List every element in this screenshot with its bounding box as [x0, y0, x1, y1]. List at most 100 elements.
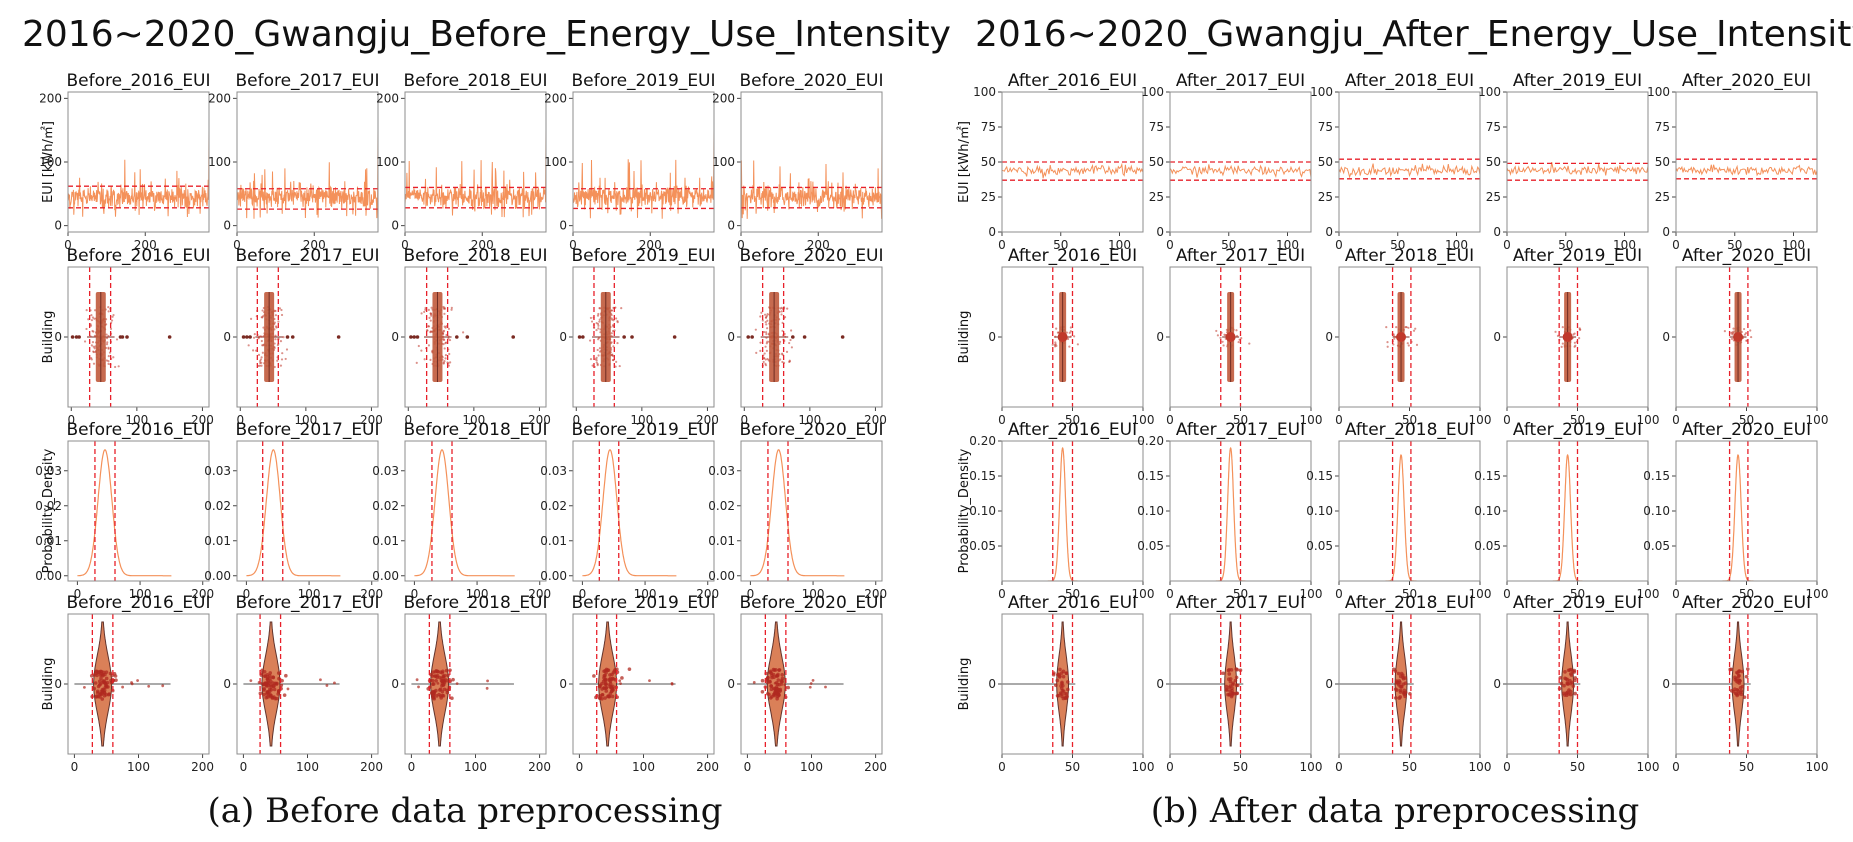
box-jitter-point	[251, 349, 255, 352]
x-tick-label: 50	[1065, 587, 1080, 601]
y-tick-label: 100	[544, 155, 567, 169]
x-tick-label: 0	[572, 413, 580, 427]
box-jitter-point	[429, 358, 432, 361]
after-line-2016-title: After_2016_EUI	[1008, 71, 1137, 91]
before-kde-2018-frame	[404, 440, 547, 582]
before-box-2016-title: Before_2016_EUI	[66, 246, 210, 266]
violin-outlier-point	[444, 677, 447, 681]
x-tick-label: 100	[802, 587, 825, 601]
box-jitter-point	[1405, 325, 1408, 329]
violin-point	[1733, 691, 1738, 696]
box-jitter-point	[1731, 331, 1734, 334]
violin-point	[97, 679, 102, 684]
x-tick-label: 200	[191, 587, 214, 601]
box-jitter-point	[754, 328, 757, 331]
y-tick-label: 0	[1325, 330, 1333, 344]
y-tick-label: 0.20	[969, 434, 996, 448]
after-row2-ylabel: Building	[957, 311, 972, 364]
x-tick-label: 200	[807, 238, 830, 252]
box-jitter-point	[90, 344, 93, 347]
y-tick-label: 100	[1310, 85, 1333, 99]
violin-point	[1737, 669, 1742, 673]
before-kde-curve-2019	[582, 449, 677, 577]
box-jitter-point	[597, 354, 600, 357]
after-box-2018-panel: After_2018_EUI 0 50 100 0	[1325, 246, 1491, 427]
x-tick-label: 100	[1637, 760, 1660, 774]
violin-point	[610, 694, 615, 699]
x-tick-label: 50	[1570, 760, 1585, 774]
left-figure-title: 2016~2020_Gwangju_Before_Energy_Use_Inte…	[22, 14, 951, 55]
y-tick-label: 0	[1156, 225, 1164, 239]
plot-area	[1554, 267, 1582, 407]
y-tick-label: 100	[712, 155, 735, 169]
x-tick-label: 0	[1503, 760, 1511, 774]
y-tick-label: 0.15	[1137, 469, 1164, 483]
x-tick-label: 0	[1672, 413, 1680, 427]
violin-point	[93, 681, 98, 685]
after-violin-2020-panel: After_2020_EUI 0 50 100 0	[1662, 593, 1828, 774]
y-tick-label: 0.05	[969, 539, 996, 553]
violin-point	[1059, 671, 1064, 675]
before-kde-curve-2020	[750, 449, 845, 577]
x-tick-label: 50	[1402, 587, 1417, 601]
x-tick-label: 200	[864, 413, 887, 427]
box-jitter-point	[1743, 327, 1746, 331]
violin-point	[1224, 684, 1229, 689]
violin-point	[276, 671, 281, 675]
violin-point	[1401, 682, 1406, 686]
before-kde-2017-frame	[236, 440, 379, 582]
violin-point	[1740, 669, 1745, 674]
after-kde-curve-2018	[1385, 453, 1417, 581]
violin-point	[1231, 681, 1235, 685]
x-tick-label: 100	[632, 760, 655, 774]
x-tick-label: 0	[1166, 587, 1174, 601]
plot-area	[582, 441, 677, 581]
box-jitter-point	[1056, 331, 1060, 334]
y-tick-label: 0.15	[969, 469, 996, 483]
box-jitter-point	[105, 333, 108, 336]
y-tick-label: 0.03	[204, 464, 231, 478]
violin-point	[1398, 695, 1403, 699]
after-box-2019-title: After_2019_EUI	[1513, 246, 1642, 266]
box-jitter-point	[274, 334, 277, 337]
violin-point	[264, 695, 269, 700]
box-jitter-point	[280, 313, 284, 317]
x-tick-label: 100	[1782, 238, 1805, 252]
violin-point	[435, 675, 439, 680]
y-tick-label: 0	[223, 330, 231, 344]
y-tick-label: 50	[1149, 155, 1164, 169]
x-tick-label: 100	[1108, 238, 1131, 252]
violin-point	[274, 696, 279, 701]
violin-point	[775, 682, 780, 687]
box-jitter-point	[1054, 335, 1057, 338]
box-jitter-point	[595, 328, 598, 332]
violin-point	[440, 676, 444, 681]
box-jitter-point	[111, 315, 114, 318]
before-row4-ylabel: Building	[41, 658, 56, 711]
y-tick-label: 0	[1662, 677, 1670, 691]
after-eui-series-2017	[1170, 164, 1311, 178]
after-line-2019-title: After_2019_EUI	[1513, 71, 1642, 91]
box-jitter-point	[1407, 344, 1410, 347]
box-jitter-point	[763, 313, 767, 316]
x-tick-label: 200	[360, 760, 383, 774]
box-jitter-point	[1573, 341, 1576, 344]
violin-point	[779, 680, 784, 684]
box-jitter-point	[106, 341, 109, 344]
box-center-dot	[1396, 332, 1407, 342]
y-tick-label: 200	[39, 91, 62, 105]
y-tick-label: 0	[391, 219, 399, 233]
box-jitter-point	[427, 308, 430, 311]
before-eui-series-2017	[237, 130, 378, 219]
violin-point	[592, 674, 596, 678]
violin-point	[627, 667, 632, 671]
box-jitter-point	[765, 332, 768, 336]
box-jitter-point	[1066, 337, 1070, 341]
caption-after: (b) After data preprocessing	[1151, 791, 1639, 831]
violin-outlier-point	[436, 681, 440, 685]
x-tick-label: 0	[737, 238, 745, 252]
box-outlier	[412, 335, 416, 339]
y-tick-label: 100	[1647, 85, 1670, 99]
violin-point	[1228, 689, 1232, 693]
violin-point	[1398, 688, 1403, 693]
